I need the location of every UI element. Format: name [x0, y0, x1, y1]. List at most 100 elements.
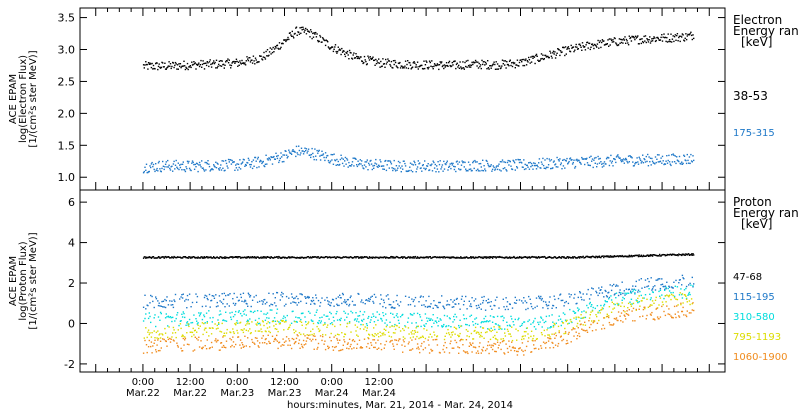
data-point	[432, 314, 434, 316]
data-point	[424, 325, 426, 327]
data-point	[340, 317, 342, 320]
data-point	[577, 310, 579, 312]
data-point	[247, 321, 249, 323]
data-point	[184, 300, 186, 302]
data-point	[487, 341, 490, 343]
data-point	[198, 336, 200, 338]
y-axis-label: ACE EPAM	[8, 256, 19, 306]
data-point	[385, 63, 388, 65]
data-point	[600, 309, 602, 311]
data-point	[487, 67, 490, 69]
data-point	[327, 46, 330, 48]
data-point	[664, 288, 666, 291]
data-point	[279, 157, 281, 160]
data-point	[571, 329, 573, 331]
data-point	[230, 318, 233, 321]
data-point	[193, 349, 196, 351]
data-point	[266, 322, 268, 325]
data-point	[425, 167, 427, 170]
data-point	[591, 158, 594, 160]
data-point	[589, 301, 591, 304]
x-tick-time: 12:00	[176, 377, 205, 388]
data-point	[609, 324, 611, 326]
data-point	[404, 326, 407, 328]
data-point	[601, 163, 603, 165]
data-point	[460, 338, 463, 341]
data-point	[358, 315, 361, 317]
data-point	[199, 313, 201, 315]
data-point	[256, 337, 258, 339]
data-point	[341, 302, 343, 305]
data-point	[165, 313, 167, 315]
data-point	[496, 296, 498, 298]
data-point	[239, 339, 242, 341]
data-point	[210, 168, 213, 170]
data-point	[670, 33, 672, 35]
data-point	[470, 343, 472, 346]
data-point	[570, 341, 572, 343]
data-point	[348, 322, 351, 324]
data-point	[542, 157, 544, 160]
data-point	[211, 321, 213, 323]
data-point	[327, 154, 329, 157]
data-point	[368, 162, 370, 165]
data-point	[254, 63, 256, 65]
data-point	[640, 254, 642, 256]
data-point	[670, 292, 672, 294]
data-point	[199, 64, 201, 66]
data-point	[439, 318, 441, 320]
data-point	[183, 312, 185, 315]
data-point	[307, 295, 309, 298]
data-point	[533, 320, 535, 322]
data-point	[402, 67, 404, 69]
data-point	[614, 37, 616, 40]
data-point	[252, 55, 255, 57]
data-point	[394, 332, 396, 334]
data-point	[396, 325, 398, 327]
data-point	[458, 352, 460, 354]
data-point	[380, 294, 382, 296]
data-point	[231, 256, 233, 258]
data-point	[239, 344, 241, 346]
data-point	[249, 346, 251, 348]
data-point	[581, 328, 583, 330]
data-point	[581, 298, 583, 301]
data-point	[295, 337, 298, 340]
data-point	[331, 322, 333, 324]
data-point	[565, 300, 567, 303]
data-point	[353, 256, 356, 258]
data-point	[379, 303, 381, 305]
data-point	[335, 50, 337, 53]
data-point	[190, 306, 192, 308]
data-point	[145, 163, 148, 165]
data-point	[305, 150, 307, 152]
data-point	[169, 167, 171, 170]
data-point	[329, 160, 332, 162]
data-point	[251, 338, 253, 341]
data-point	[222, 319, 225, 321]
data-point	[208, 163, 210, 165]
data-point	[293, 342, 296, 345]
data-point	[582, 158, 584, 160]
data-point	[454, 60, 456, 62]
data-point	[145, 344, 148, 346]
data-point	[204, 294, 206, 297]
data-point	[355, 257, 357, 259]
data-point	[370, 57, 372, 60]
data-point	[182, 65, 184, 67]
data-point	[511, 168, 514, 171]
data-point	[491, 168, 494, 171]
data-point	[142, 257, 145, 259]
data-point	[637, 255, 640, 258]
data-point	[413, 61, 415, 63]
data-point	[554, 163, 557, 165]
data-point	[257, 345, 259, 347]
data-point	[220, 313, 222, 315]
data-point	[256, 324, 258, 326]
data-point	[167, 338, 170, 341]
data-point	[276, 155, 278, 157]
data-point	[428, 336, 430, 338]
data-point	[476, 65, 478, 67]
data-point	[295, 27, 297, 29]
data-point	[674, 285, 676, 287]
